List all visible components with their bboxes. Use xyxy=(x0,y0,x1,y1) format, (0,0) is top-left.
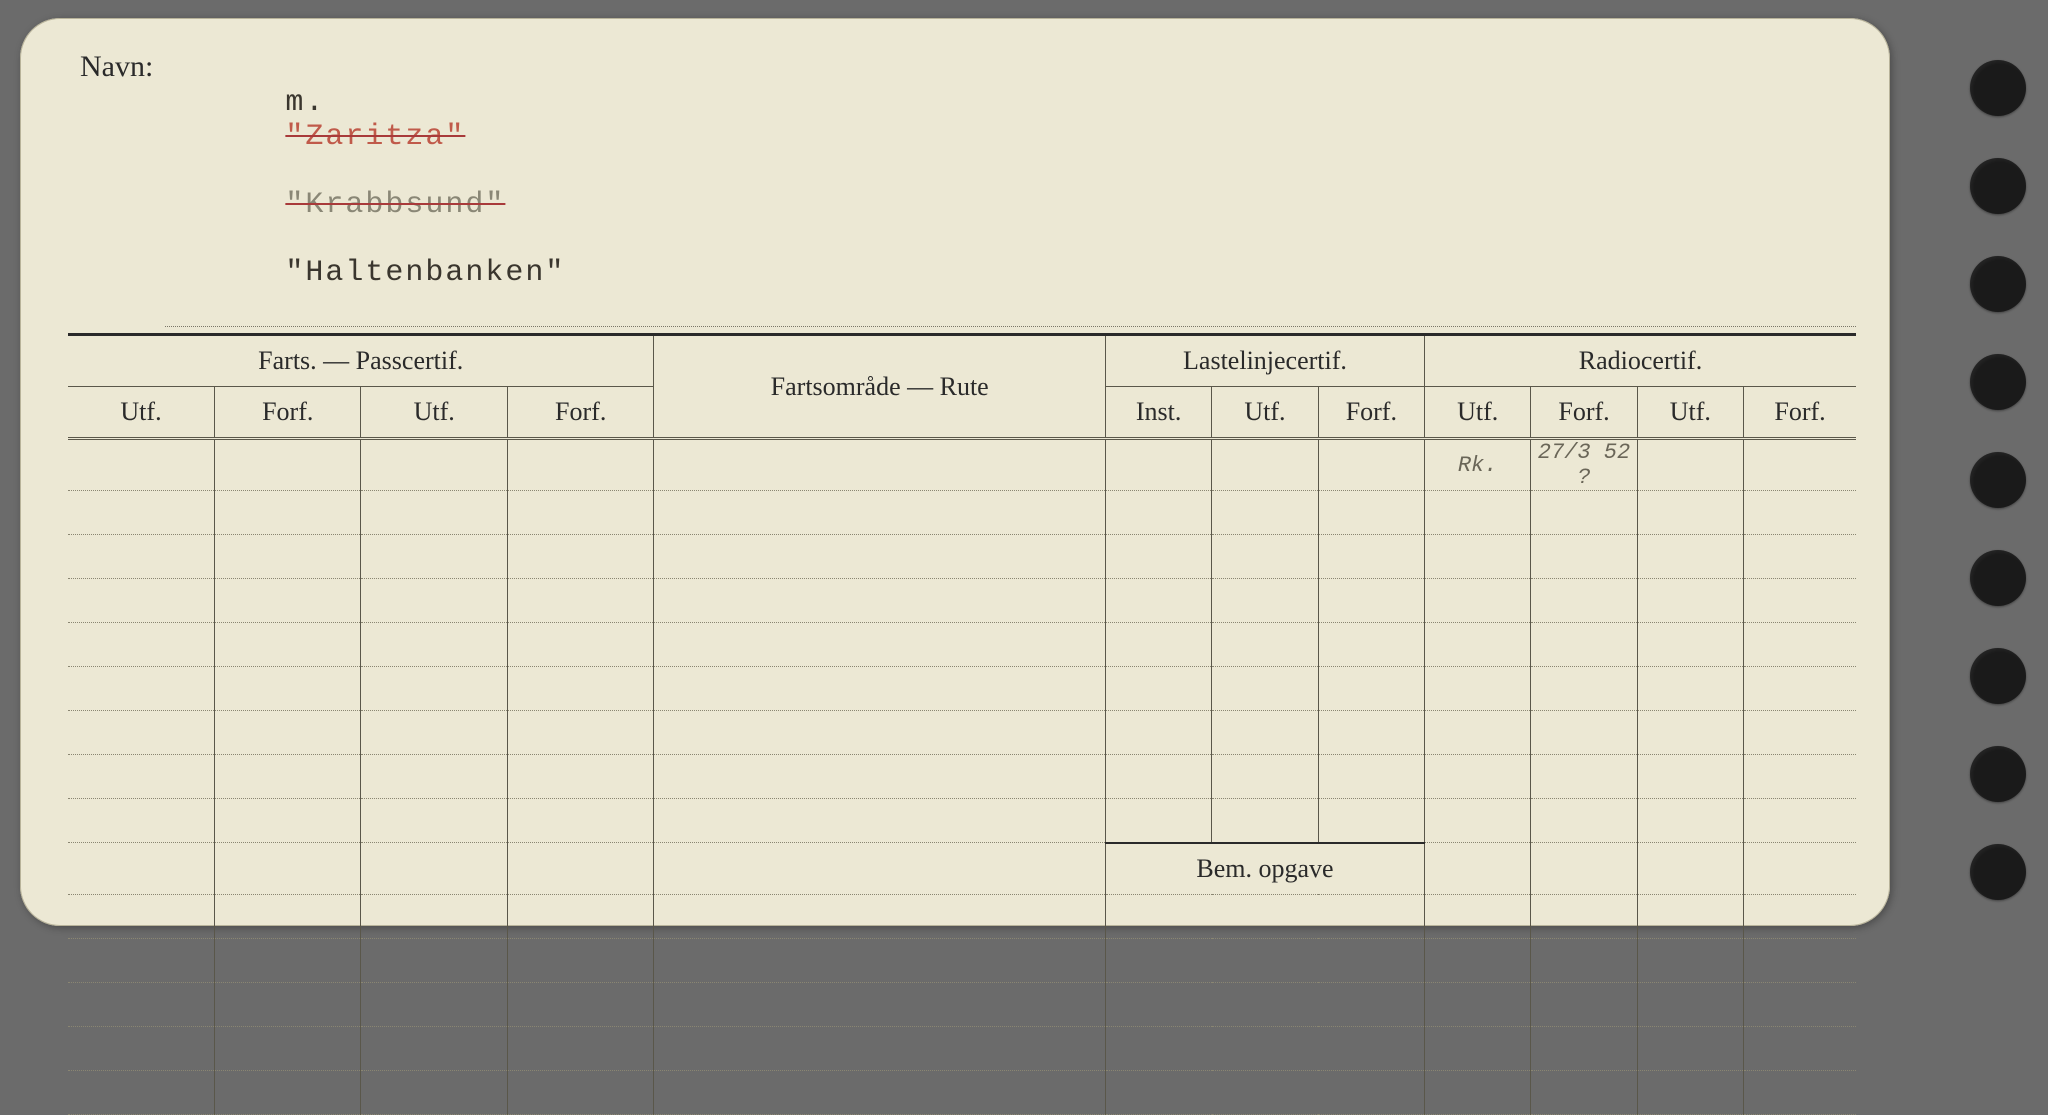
header-radio-forf1: Forf. xyxy=(1531,387,1637,439)
table-row: Bem. opgave xyxy=(68,843,1856,895)
table-row xyxy=(68,535,1856,579)
header-farts-utf1: Utf. xyxy=(68,387,214,439)
table-row xyxy=(68,623,1856,667)
table-row xyxy=(68,799,1856,843)
table-row xyxy=(68,755,1856,799)
hole-icon xyxy=(1970,844,2026,900)
table-row xyxy=(68,711,1856,755)
table-row xyxy=(68,895,1856,939)
navn-row: Navn: m. "Zaritza" "Krabbsund" "Haltenba… xyxy=(68,50,1856,327)
radio-utf1-r1: Rk. xyxy=(1425,439,1531,491)
header-farts-forf1: Forf. xyxy=(214,387,360,439)
hole-icon xyxy=(1970,354,2026,410)
header-radio: Radiocertif. xyxy=(1425,336,1857,387)
table-row: Rk. 27/3 52 ? xyxy=(68,439,1856,491)
header-laste-forf: Forf. xyxy=(1318,387,1424,439)
certificate-table: Farts. — Passcertif. Fartsområde — Rute … xyxy=(68,336,1856,1115)
table-row xyxy=(68,1071,1856,1115)
header-laste-inst: Inst. xyxy=(1105,387,1211,439)
index-card: Navn: m. "Zaritza" "Krabbsund" "Haltenba… xyxy=(20,18,1890,926)
bem-opgave-header: Bem. opgave xyxy=(1105,843,1424,895)
table-body: Rk. 27/3 52 ? Bem. opgave xyxy=(68,439,1856,1115)
header-radio-utf2: Utf. xyxy=(1637,387,1743,439)
navn-prefix: m. xyxy=(285,86,325,120)
table-row xyxy=(68,667,1856,711)
header-farts-pass: Farts. — Passcertif. xyxy=(68,336,654,387)
table-row xyxy=(68,939,1856,983)
header-radio-forf2: Forf. xyxy=(1744,387,1856,439)
table-row xyxy=(68,579,1856,623)
radio-forf1-r1: 27/3 52 ? xyxy=(1531,439,1637,491)
hole-icon xyxy=(1970,158,2026,214)
navn-value: m. "Zaritza" "Krabbsund" "Haltenbanken" xyxy=(165,52,1856,327)
navn-name2-struck: "Krabbsund" xyxy=(285,188,505,222)
navn-name1-struck: "Zaritza" xyxy=(285,120,465,154)
header-lastelinje: Lastelinjecertif. xyxy=(1105,336,1424,387)
hole-icon xyxy=(1970,550,2026,606)
header-farts-forf2: Forf. xyxy=(507,387,653,439)
table-row xyxy=(68,491,1856,535)
navn-name3: "Haltenbanken" xyxy=(285,256,565,290)
header-radio-utf1: Utf. xyxy=(1425,387,1531,439)
header-laste-utf: Utf. xyxy=(1212,387,1318,439)
hole-icon xyxy=(1970,256,2026,312)
navn-label: Navn: xyxy=(80,50,153,84)
hole-icon xyxy=(1970,452,2026,508)
table-row xyxy=(68,983,1856,1027)
hole-icon xyxy=(1970,746,2026,802)
header-fartsomrade: Fartsområde — Rute xyxy=(654,336,1106,439)
header-farts-utf2: Utf. xyxy=(361,387,507,439)
hole-icon xyxy=(1970,60,2026,116)
hole-icon xyxy=(1970,648,2026,704)
binder-holes xyxy=(1970,60,2026,900)
table-row xyxy=(68,1027,1856,1071)
table-wrap: Farts. — Passcertif. Fartsområde — Rute … xyxy=(68,333,1856,1115)
